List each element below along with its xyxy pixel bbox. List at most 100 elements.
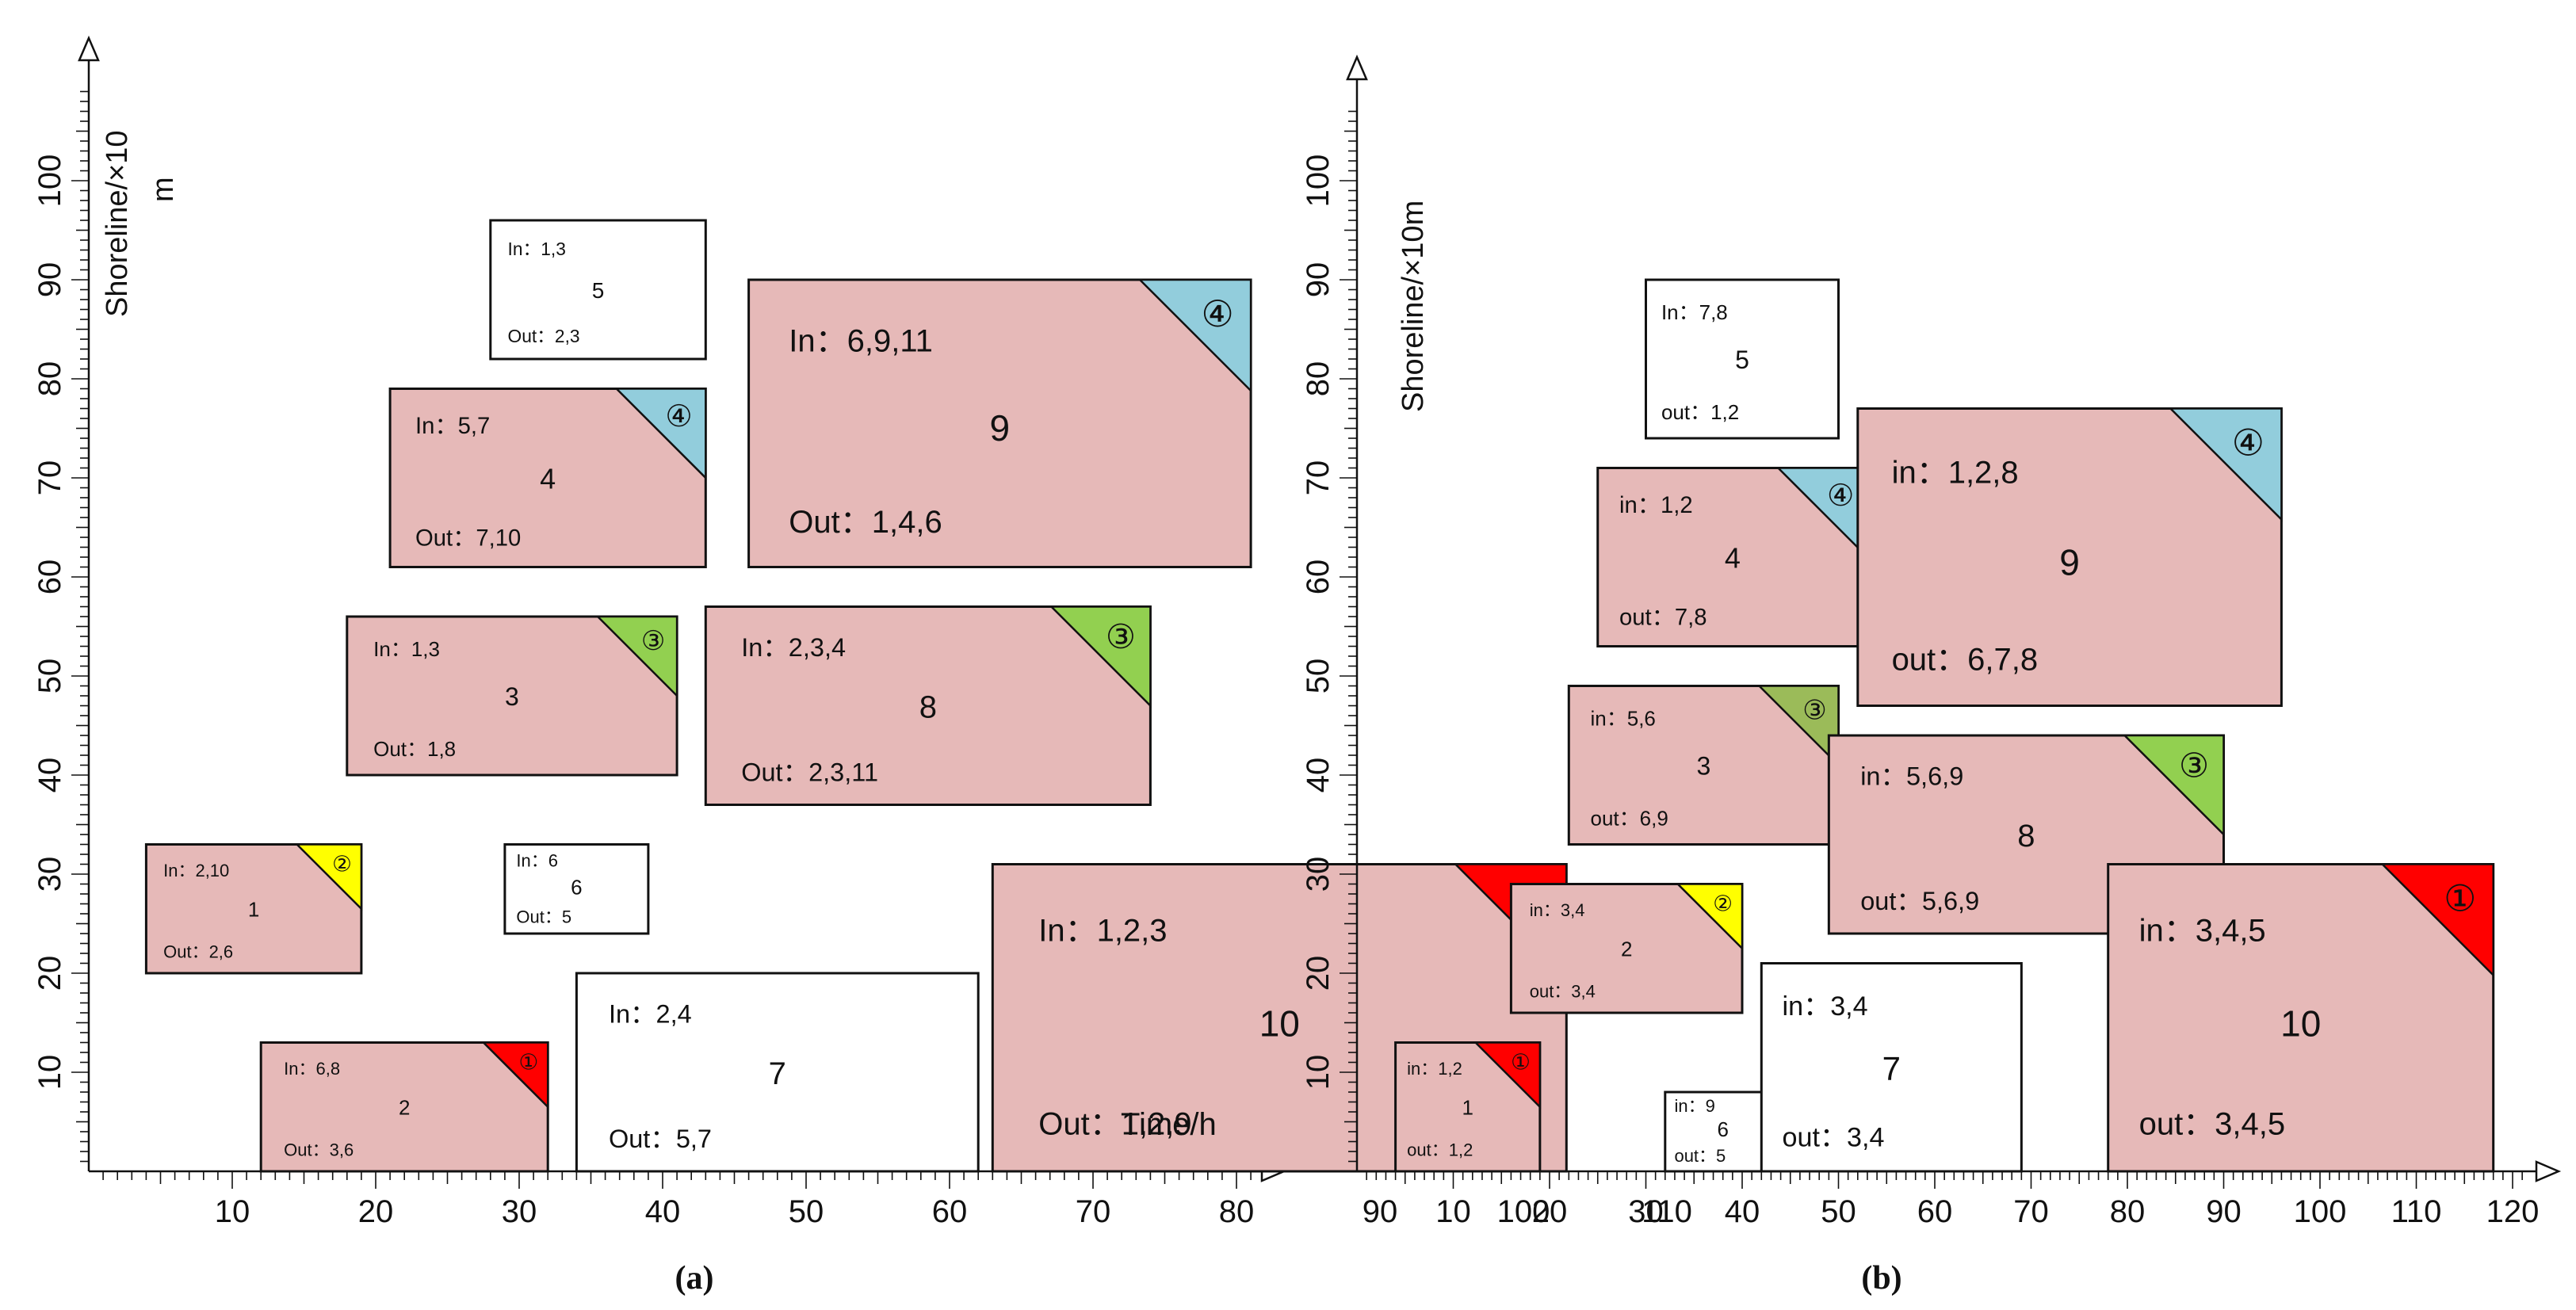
priority-marker: ③: [1802, 696, 1826, 726]
block-out-label: out：3,4: [1530, 982, 1596, 1002]
block-number: 8: [2017, 819, 2035, 854]
priority-marker: ①: [518, 1050, 538, 1075]
panel-b-y-label: Shoreline/×10m: [1397, 201, 1430, 412]
panel_a-x-tick-label: 90: [1363, 1194, 1398, 1229]
panel_a-y-tick-label: 70: [32, 460, 67, 496]
panel_b-y-tick-label: 40: [1301, 758, 1336, 793]
panel_a-x-tick-label: 110: [1642, 1194, 1692, 1229]
priority-marker: ②: [1713, 892, 1733, 916]
panel_a-x-tick-label: 70: [1076, 1194, 1111, 1229]
block-in-label: in：3,4: [1530, 900, 1585, 920]
panel_b-x-tick-label: 10: [1435, 1194, 1471, 1229]
block-in-label: in：9: [1674, 1096, 1714, 1116]
block-in-label: In：6: [516, 851, 558, 871]
priority-corner: [1137, 278, 1252, 394]
panel-b-caption: (b): [1861, 1260, 1901, 1297]
priority-marker: ③: [641, 626, 665, 656]
block-number: 8: [919, 690, 937, 725]
block-rect: [1856, 407, 2283, 707]
block-in-label: in：5,6: [1591, 707, 1656, 731]
panel_b-y-tick-label: 30: [1301, 857, 1336, 892]
panel_b-y-tick-label: 90: [1301, 262, 1336, 298]
block-out-label: out：3,4,5: [2139, 1107, 2286, 1142]
panel_b-y-tick-label: 70: [1301, 460, 1336, 496]
panel_a-x-tick-label: 100: [1497, 1194, 1550, 1229]
panel_b-y-tick-label: 20: [1301, 956, 1336, 991]
block-in-label: In：6,8: [284, 1059, 340, 1079]
priority-corner: [480, 1041, 549, 1109]
priority-corner: [2122, 734, 2225, 838]
block-number: 6: [571, 876, 582, 899]
block-number: 2: [399, 1096, 410, 1120]
panel_a-x-tick-label: 20: [358, 1194, 394, 1229]
block-rect: [2107, 863, 2495, 1173]
priority-marker: ④: [2232, 422, 2265, 463]
panel_a-y-arrow-icon: [78, 35, 100, 62]
block-number: 5: [1735, 346, 1749, 374]
panel_a-block-1: ② In：2,10 1 Out：2,6: [144, 843, 363, 975]
priority-marker: ③: [2179, 748, 2209, 785]
block-in-label: In：1,3: [373, 637, 440, 661]
priority-corner: [2168, 407, 2283, 522]
panel_a-y-tick-label: 80: [32, 361, 67, 397]
panel_a-x-tick-label: 30: [502, 1194, 537, 1229]
block-number: 7: [769, 1056, 786, 1091]
block-number: 2: [1621, 938, 1632, 961]
block-number: 1: [248, 898, 259, 922]
panel_a-y-tick-label: 30: [32, 857, 67, 892]
priority-corner: [1756, 685, 1840, 768]
panel_b-y-tick-label: 100: [1301, 155, 1336, 208]
panel_b-x-tick-label: 50: [1821, 1194, 1856, 1229]
block-number: 7: [1882, 1050, 1901, 1087]
panel-a-y-label-line2: m: [147, 177, 180, 202]
panel_b-block-10: ① in：3,4,5 10 out：3,4,5: [2107, 863, 2495, 1173]
block-out-label: Out：3,6: [284, 1140, 354, 1160]
panel_b-x-tick-label: 100: [2294, 1194, 2347, 1229]
block-number: 10: [1259, 1003, 1300, 1045]
panel_b-x-tick-label: 90: [2206, 1194, 2242, 1229]
panel-a-y-label-line1: Shoreline/×10: [101, 130, 134, 317]
block-out-label: out：6,7,8: [1892, 643, 2039, 678]
priority-corner: [595, 615, 678, 699]
block-in-label: In：5,7: [415, 414, 490, 439]
panel_a-block-4: ④ In：5,7 4 Out：7,10: [388, 388, 707, 568]
panel_a-y-tick-label: 10: [32, 1055, 67, 1090]
block-in-label: in：3,4: [1783, 991, 1868, 1022]
block-out-label: Out：5,7: [609, 1125, 712, 1153]
panel_b-x-tick-label: 30: [1628, 1194, 1664, 1229]
block-rect: [575, 972, 980, 1173]
panel-a-axes: 10 20 30 40 50 60 70 80 90 100 1101020304050607080…: [32, 35, 1692, 1229]
panel_b-y-tick-label: 50: [1301, 659, 1336, 694]
panel_b-y-arrow-icon: [1346, 54, 1368, 81]
panel_a-y-tick-label: 90: [32, 262, 67, 298]
block-number: 9: [2059, 542, 2080, 583]
block-in-label: in：1,2: [1619, 493, 1693, 518]
block-in-label: In：1,2,3: [1038, 913, 1167, 948]
panel-b: 10 20 30 40 50 60 70 80 90 100 110 1201020304050607…: [1301, 54, 2562, 1297]
block-rect: [1645, 278, 1840, 440]
priority-marker: ①: [2444, 877, 2476, 919]
panel-a-caption: (a): [675, 1260, 714, 1297]
block-out-label: Out：5: [516, 907, 571, 927]
priority-corner: [1473, 1041, 1542, 1109]
block-in-label: in：5,6,9: [1860, 762, 1963, 791]
block-out-label: out：6,9: [1591, 807, 1668, 831]
priority-marker: ②: [332, 852, 352, 877]
priority-corner: [294, 843, 363, 911]
priority-marker: ①: [1511, 1050, 1531, 1075]
panel_a-x-tick-label: 50: [789, 1194, 824, 1229]
panel_b-x-tick-label: 70: [2013, 1194, 2049, 1229]
block-out-label: Out：2,3: [508, 326, 580, 346]
block-in-label: In：2,3,4: [741, 633, 846, 662]
block-out-label: out：5,6,9: [1860, 887, 1979, 915]
block-out-label: out：1,2: [1661, 400, 1739, 424]
block-number: 10: [2280, 1003, 2321, 1045]
panel_b-x-tick-label: 80: [2110, 1194, 2146, 1229]
priority-marker: ④: [1201, 293, 1233, 334]
panel_a-block-8: ③ In：2,3,4 8 Out：2,3,11: [704, 605, 1152, 806]
block-in-label: in：1,2: [1407, 1059, 1462, 1079]
block-out-label: out：5: [1674, 1146, 1726, 1166]
block-out-label: Out：2,6: [163, 942, 233, 962]
